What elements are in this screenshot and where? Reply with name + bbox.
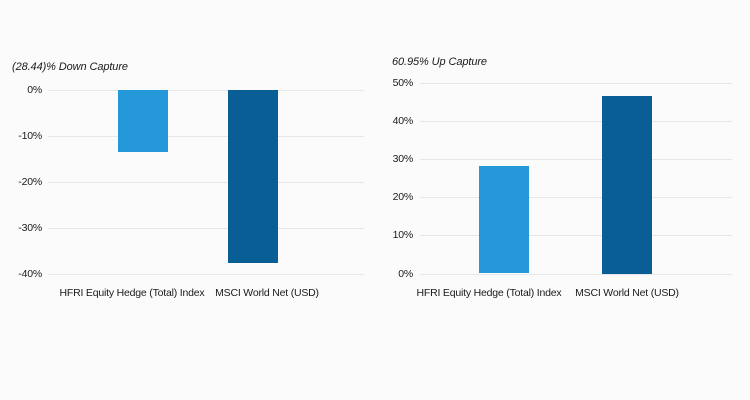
y-axis-tick-label: 10% [392,229,414,242]
hfri-equity-hedge-bar [479,165,529,274]
gridline [420,159,732,161]
x-axis-category-label: HFRI Equity Hedge (Total) Index [59,287,205,299]
gridline [420,273,732,275]
x-axis-category-label: MSCI World Net (USD) [215,287,319,299]
gridline [420,235,732,237]
y-axis-tick-label: 20% [392,191,414,204]
gridline [48,89,364,91]
gridline [48,181,364,183]
msci-world-net-bar [602,96,652,274]
y-axis-tick-label: 50% [392,77,414,89]
y-axis-tick-label: -30% [18,222,42,235]
y-axis-tick-label: -20% [18,175,42,188]
gridline [420,197,732,199]
y-axis-tick-label: -40% [18,268,42,281]
down-capture-title: (28.44)% Down Capture [12,61,128,73]
y-axis-tick-label: 0% [398,267,413,280]
y-axis-tick-label: 0% [27,83,42,96]
y-axis-tick-label: 30% [392,153,414,166]
up-capture-title: 60.95% Up Capture [392,56,487,68]
gridline [48,228,364,230]
gridline [48,274,364,276]
msci-world-net-bar [228,89,278,263]
y-axis-tick-label: 40% [392,115,414,128]
x-axis-category-label: HFRI Equity Hedge (Total) Index [416,287,562,299]
gridline [420,121,732,123]
hfri-equity-hedge-bar [118,89,168,152]
gridline [420,83,732,84]
gridline [48,135,364,137]
x-axis-category-label: MSCI World Net (USD) [575,287,679,299]
y-axis-tick-label: -10% [18,129,42,142]
